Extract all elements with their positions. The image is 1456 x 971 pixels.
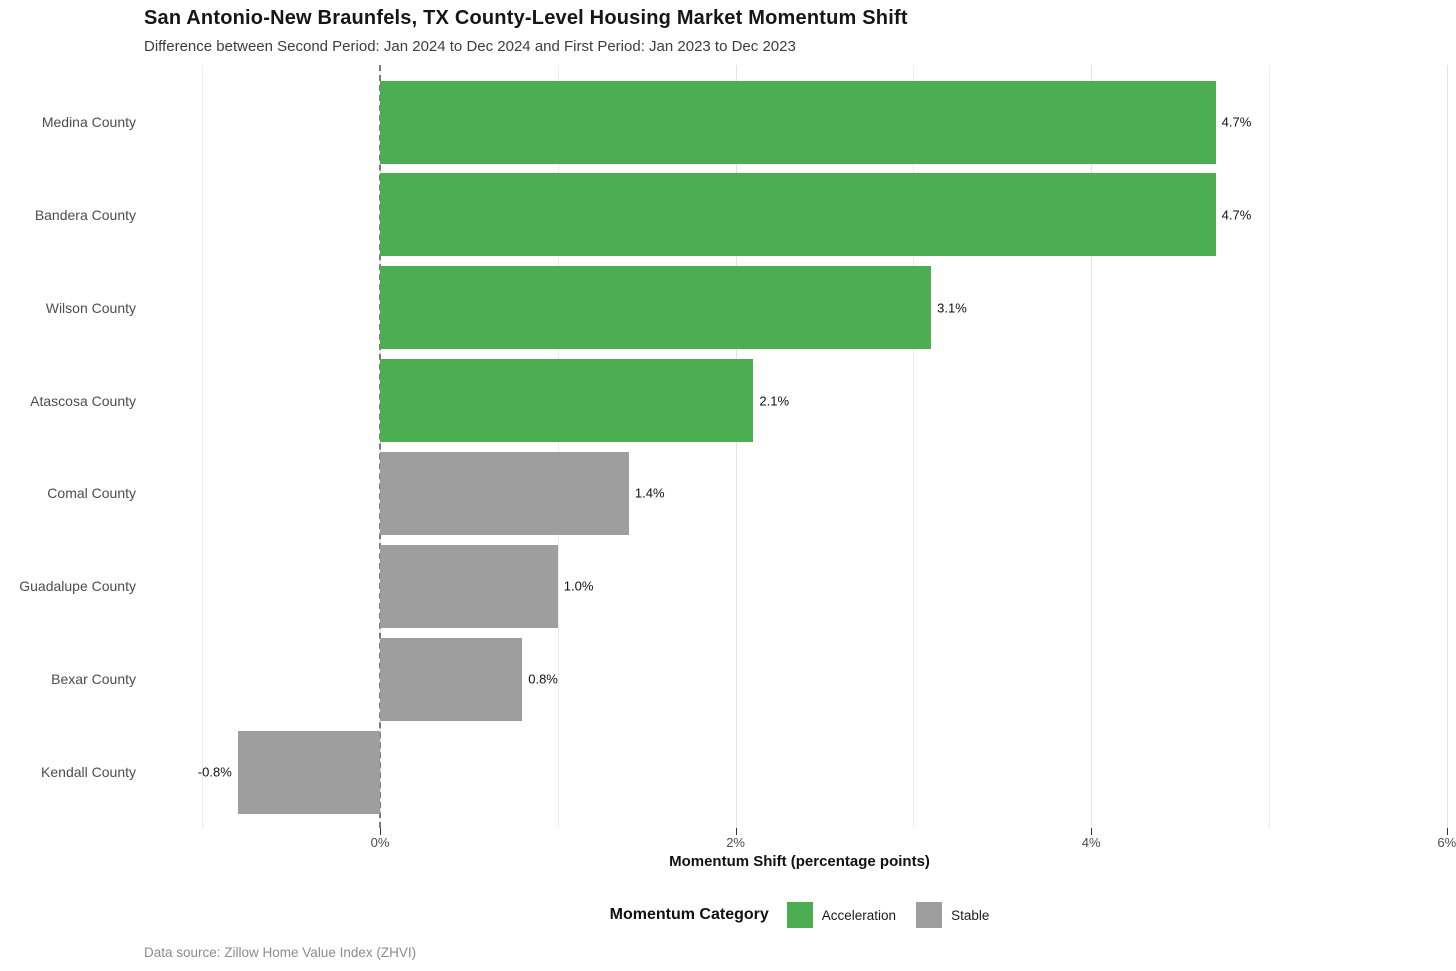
bar (380, 359, 754, 443)
legend-swatch-acceleration (786, 902, 813, 928)
bar (380, 266, 932, 350)
x-axis-tick-label: 2% (726, 835, 745, 850)
legend-item-label: Acceleration (821, 907, 897, 923)
gridline-minor (1269, 65, 1270, 828)
bar (237, 730, 380, 814)
gridline-minor (557, 65, 559, 828)
y-axis-label: Atascosa County (30, 392, 136, 409)
y-axis-label: Bexar County (51, 671, 136, 688)
legend-title: Momentum Category (609, 906, 769, 923)
bar (380, 451, 629, 535)
y-axis-label: Medina County (41, 114, 136, 130)
bar (380, 637, 523, 721)
x-axis-title: Momentum Shift (percentage points) (669, 853, 930, 870)
y-axis-label: Guadalupe County (19, 578, 136, 595)
x-axis-tick-label: 6% (1437, 835, 1456, 850)
legend-item-stable: Stable (916, 902, 989, 928)
x-axis-tick (1091, 828, 1093, 835)
bar-value-label: 4.7% (1221, 114, 1252, 130)
bar-value-label: 4.7% (1221, 207, 1252, 223)
zero-reference-line (379, 65, 381, 828)
gridline-minor (202, 65, 204, 828)
legend-item-acceleration: Acceleration (786, 902, 897, 928)
x-axis-tick (380, 828, 381, 835)
page-subtitle: Difference between Second Period: Jan 20… (144, 38, 796, 55)
gridline-major (735, 65, 737, 828)
y-axis-label: Bandera County (34, 206, 136, 223)
bar-value-label: 0.8% (528, 671, 558, 687)
x-axis-tick (1446, 828, 1448, 835)
bar-value-label: 2.1% (759, 393, 790, 409)
legend-swatch-stable (916, 902, 943, 928)
bar-value-label: -0.8% (197, 764, 232, 780)
legend-items: Acceleration Stable (786, 902, 989, 928)
x-axis-tick-label: 4% (1081, 835, 1101, 850)
bar (380, 544, 558, 628)
legend: Momentum Category Acceleration Stable (143, 899, 1456, 931)
x-axis-tick (735, 828, 737, 835)
y-axis-label: Comal County (47, 485, 136, 502)
bar (380, 80, 1216, 164)
bar-value-label: 1.0% (563, 578, 594, 594)
gridline-minor (913, 65, 915, 828)
caption: Data source: Zillow Home Value Index (ZH… (144, 945, 417, 960)
gridline-major (1091, 65, 1093, 828)
bar-value-label: 3.1% (937, 300, 967, 316)
page-title: San Antonio-New Braunfels, TX County-Lev… (144, 7, 908, 29)
bar (380, 173, 1216, 257)
bar-value-label: 1.4% (634, 485, 665, 501)
y-axis-label: Wilson County (45, 299, 136, 316)
legend-item-label: Stable (951, 907, 990, 923)
x-axis-tick-label: 0% (370, 835, 390, 850)
y-axis-label: Kendall County (41, 764, 136, 781)
gridline-major (1446, 65, 1448, 828)
